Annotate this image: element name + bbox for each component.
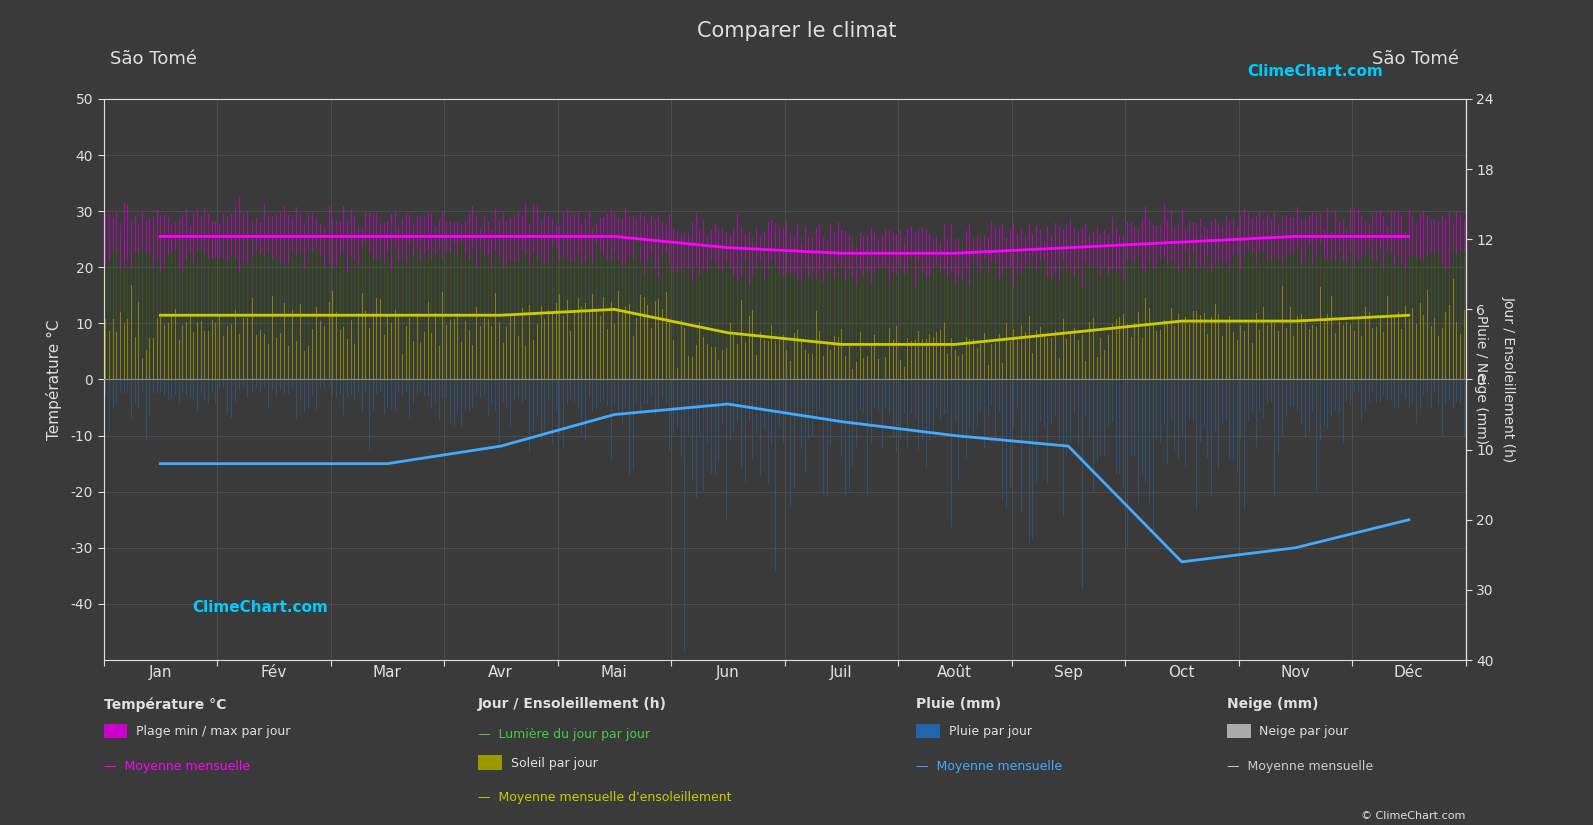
Y-axis label: Jour / Ensoleillement (h): Jour / Ensoleillement (h) — [1502, 296, 1517, 463]
Text: Jour / Ensoleillement (h): Jour / Ensoleillement (h) — [478, 697, 667, 711]
Text: Température °C: Température °C — [104, 697, 226, 712]
Text: Comparer le climat: Comparer le climat — [696, 21, 897, 40]
Text: ClimeChart.com: ClimeChart.com — [193, 600, 328, 615]
Text: Soleil par jour: Soleil par jour — [507, 757, 597, 770]
Text: —  Moyenne mensuelle: — Moyenne mensuelle — [1227, 760, 1373, 773]
Text: Pluie (mm): Pluie (mm) — [916, 697, 1002, 711]
Text: —  Moyenne mensuelle: — Moyenne mensuelle — [104, 760, 250, 773]
Text: © ClimeChart.com: © ClimeChart.com — [1360, 811, 1466, 821]
Text: Neige (mm): Neige (mm) — [1227, 697, 1317, 711]
Text: ClimeChart.com: ClimeChart.com — [1247, 64, 1383, 79]
Text: —  Moyenne mensuelle d'ensoleillement: — Moyenne mensuelle d'ensoleillement — [478, 791, 731, 804]
Y-axis label: Température °C: Température °C — [46, 319, 62, 440]
Y-axis label: Pluie / Neige (mm): Pluie / Neige (mm) — [1474, 315, 1488, 444]
Text: Neige par jour: Neige par jour — [1255, 725, 1349, 738]
Text: São Tomé: São Tomé — [110, 50, 198, 68]
Text: Pluie par jour: Pluie par jour — [945, 725, 1032, 738]
Text: Plage min / max par jour: Plage min / max par jour — [132, 725, 290, 738]
Text: São Tomé: São Tomé — [1372, 50, 1459, 68]
Text: —  Moyenne mensuelle: — Moyenne mensuelle — [916, 760, 1063, 773]
Text: —  Lumière du jour par jour: — Lumière du jour par jour — [478, 728, 650, 742]
